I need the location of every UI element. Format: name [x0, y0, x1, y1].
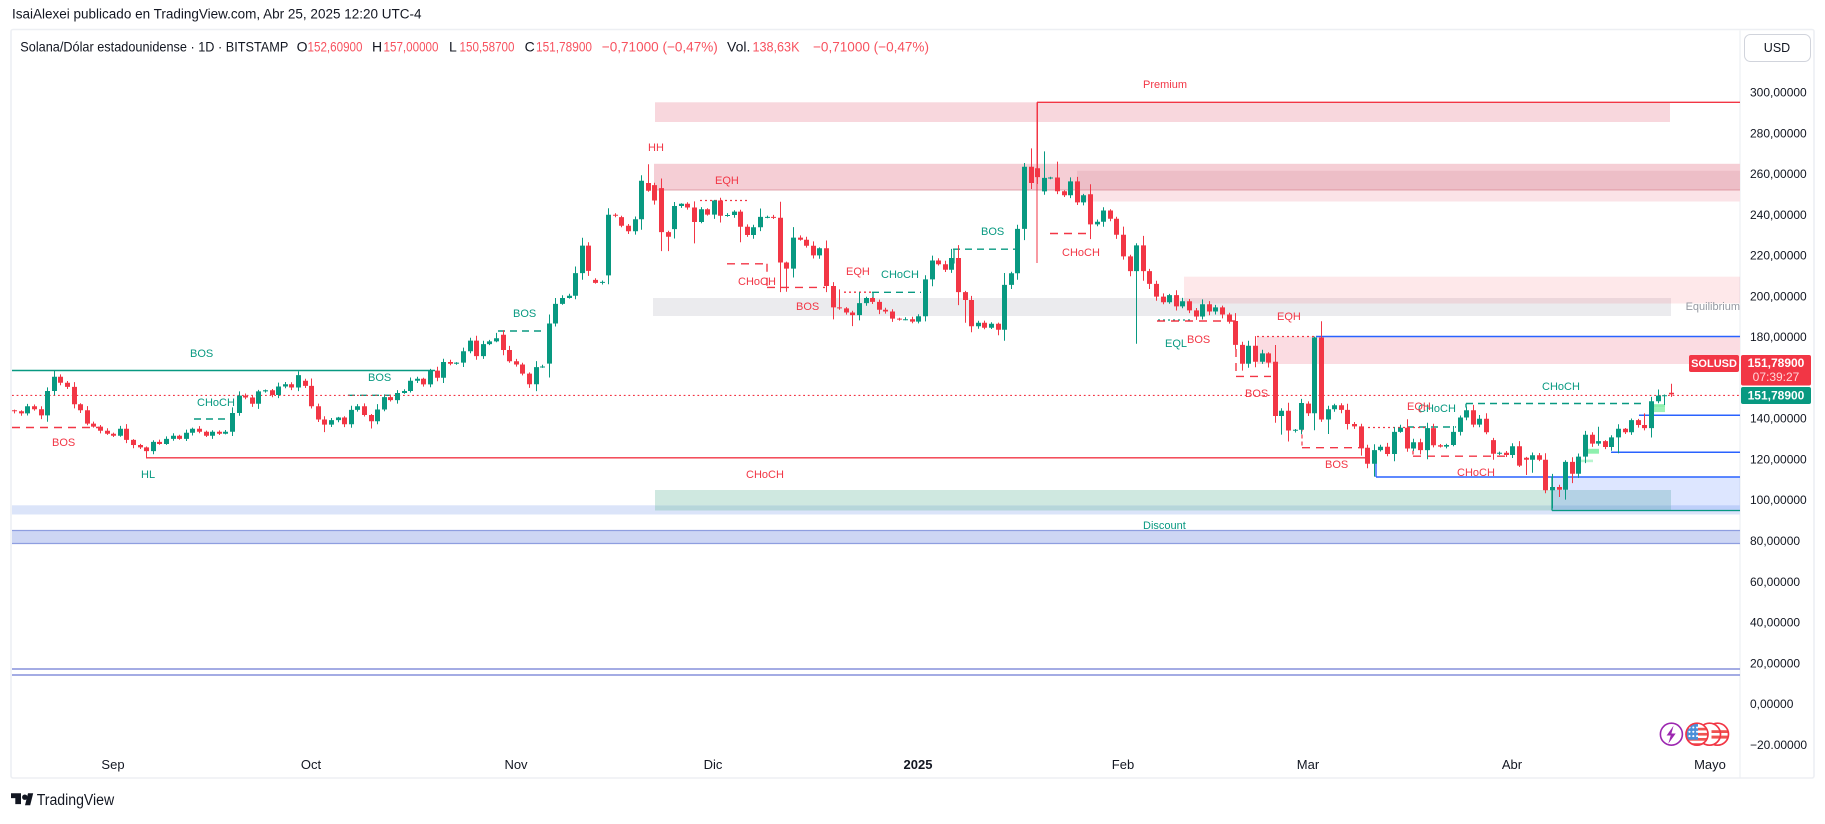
- svg-text:07:39:27: 07:39:27: [1753, 370, 1800, 384]
- svg-text:CHoCH: CHoCH: [738, 276, 776, 288]
- svg-text:152,60900: 152,60900: [308, 39, 363, 55]
- svg-text:300,00000: 300,00000: [1750, 86, 1807, 100]
- svg-text:BOS: BOS: [796, 301, 819, 313]
- svg-text:Equilibrium: Equilibrium: [1686, 301, 1740, 313]
- svg-text:60,00000: 60,00000: [1750, 575, 1800, 589]
- svg-text:40,00000: 40,00000: [1750, 616, 1800, 630]
- svg-text:HL: HL: [141, 469, 155, 481]
- svg-text:Vol.: Vol.: [727, 39, 750, 55]
- svg-text:Mayo: Mayo: [1694, 757, 1726, 772]
- svg-text:100,00000: 100,00000: [1750, 493, 1807, 507]
- svg-text:0,00000: 0,00000: [1750, 697, 1794, 711]
- svg-text:Premium: Premium: [1143, 79, 1187, 91]
- svg-text:BOS: BOS: [1245, 388, 1268, 400]
- svg-text:−0,71000 (−0,47%): −0,71000 (−0,47%): [813, 39, 929, 55]
- svg-text:TradingView: TradingView: [37, 792, 115, 809]
- svg-text:CHoCH: CHoCH: [1062, 247, 1100, 259]
- svg-text:200,00000: 200,00000: [1750, 289, 1807, 303]
- svg-text:IsaiAlexei publicado en Tradin: IsaiAlexei publicado en TradingView.com,…: [12, 7, 422, 22]
- svg-text:2025: 2025: [904, 757, 933, 772]
- svg-text:Feb: Feb: [1112, 757, 1134, 772]
- svg-text:Nov: Nov: [504, 757, 528, 772]
- svg-text:240,00000: 240,00000: [1750, 208, 1807, 222]
- svg-text:L: L: [449, 39, 457, 55]
- svg-text:BOS: BOS: [513, 308, 536, 320]
- svg-text:151,78900: 151,78900: [1748, 356, 1805, 370]
- svg-text:BOS: BOS: [52, 437, 75, 449]
- svg-text:180,00000: 180,00000: [1750, 330, 1807, 344]
- svg-text:151,78900: 151,78900: [1748, 389, 1805, 403]
- svg-text:−20.00000: −20.00000: [1750, 738, 1807, 752]
- svg-text:CHoCH: CHoCH: [881, 269, 919, 281]
- svg-text:157,00000: 157,00000: [384, 39, 439, 55]
- svg-text:140,00000: 140,00000: [1750, 412, 1807, 426]
- svg-text:CHoCH: CHoCH: [1457, 467, 1495, 479]
- svg-text:Solana/Dólar estadounidense ·: Solana/Dólar estadounidense · 1D · BITST…: [20, 39, 288, 55]
- svg-text:BOS: BOS: [981, 226, 1004, 238]
- svg-text:EQH: EQH: [846, 266, 870, 278]
- svg-text:BOS: BOS: [1187, 334, 1210, 346]
- svg-text:USD: USD: [1764, 41, 1790, 55]
- svg-text:C: C: [525, 39, 535, 55]
- svg-text:280,00000: 280,00000: [1750, 126, 1807, 140]
- svg-text:Mar: Mar: [1297, 757, 1320, 772]
- svg-text:EQL: EQL: [1165, 338, 1187, 350]
- svg-text:Sep: Sep: [101, 757, 124, 772]
- svg-text:120,00000: 120,00000: [1750, 453, 1807, 467]
- svg-text:SOLUSD: SOLUSD: [1691, 358, 1737, 370]
- svg-text:151,78900: 151,78900: [536, 39, 592, 55]
- svg-text:EQH: EQH: [1277, 311, 1301, 323]
- svg-text:Dic: Dic: [704, 757, 723, 772]
- svg-text:EQH: EQH: [715, 175, 739, 187]
- svg-text:CHoCH: CHoCH: [746, 469, 784, 481]
- svg-text:Abr: Abr: [1502, 757, 1523, 772]
- svg-text:Discount: Discount: [1143, 520, 1186, 532]
- svg-text:BOS: BOS: [190, 348, 213, 360]
- svg-text:BOS: BOS: [1325, 459, 1348, 471]
- svg-text:138,63K: 138,63K: [753, 39, 801, 55]
- svg-text:80,00000: 80,00000: [1750, 534, 1800, 548]
- svg-text:H: H: [372, 39, 382, 55]
- svg-text:O: O: [297, 39, 308, 55]
- svg-text:Oct: Oct: [301, 757, 322, 772]
- svg-text:HH: HH: [648, 142, 664, 154]
- svg-text:CHoCH: CHoCH: [1418, 403, 1456, 415]
- svg-text:EQH: EQH: [1407, 401, 1431, 413]
- svg-text:220,00000: 220,00000: [1750, 249, 1807, 263]
- svg-text:20,00000: 20,00000: [1750, 656, 1800, 670]
- svg-text:CHoCH: CHoCH: [197, 397, 235, 409]
- svg-text:BOS: BOS: [368, 372, 391, 384]
- svg-text:CHoCH: CHoCH: [1542, 381, 1580, 393]
- svg-text:−0,71000 (−0,47%): −0,71000 (−0,47%): [602, 39, 718, 55]
- svg-text:260,00000: 260,00000: [1750, 167, 1807, 181]
- svg-text:150,58700: 150,58700: [460, 39, 515, 55]
